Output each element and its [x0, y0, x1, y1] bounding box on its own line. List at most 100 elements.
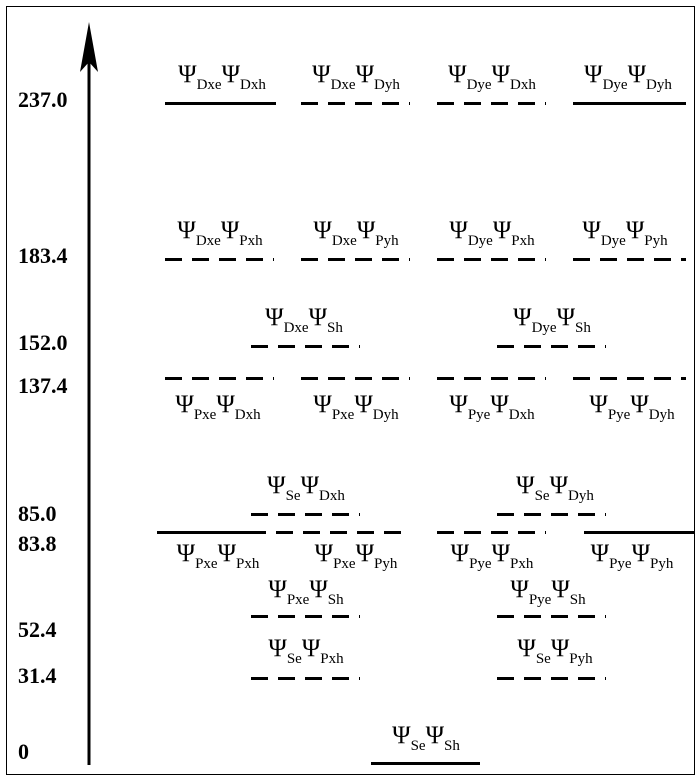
electron-state-subscript: Se [410, 738, 426, 754]
hole-state-subscript: Sh [327, 592, 344, 608]
psi-hole-symbol: Ψ [630, 391, 649, 418]
psi-hole-symbol: Ψ [631, 540, 651, 567]
hole-state-subscript: Dyh [374, 77, 400, 93]
psi-hole-symbol: Ψ [549, 472, 569, 499]
psi-hole-symbol: Ψ [355, 61, 375, 88]
psi-hole-symbol: Ψ [308, 304, 328, 331]
psi-electron-symbol: Ψ [517, 635, 536, 662]
state-label: ΨDyeΨSh [513, 304, 591, 336]
psi-electron-symbol: Ψ [449, 217, 468, 244]
psi-electron-symbol: Ψ [176, 540, 196, 567]
psi-electron-symbol: Ψ [448, 61, 467, 88]
state-label: ΨPxeΨPxh [176, 540, 260, 572]
electron-state-subscript: Pxe [331, 407, 355, 423]
energy-level-line [251, 677, 360, 680]
psi-hole-symbol: Ψ [490, 391, 509, 418]
psi-hole-symbol: Ψ [491, 61, 511, 88]
state-label: ΨDxeΨDxh [178, 62, 266, 93]
psi-electron-symbol: Ψ [590, 540, 610, 567]
energy-level-line [437, 102, 546, 105]
state-label: ΨSeΨDyh [516, 472, 594, 504]
psi-hole-symbol: Ψ [217, 540, 237, 567]
hole-state-subscript: Pxh [239, 233, 263, 249]
energy-tick-0: 237.0 [18, 87, 68, 112]
psi-electron-symbol: Ψ [582, 217, 601, 244]
psi-electron-symbol: Ψ [313, 391, 332, 418]
energy-level-line [497, 513, 606, 516]
psi-hole-symbol: Ψ [627, 61, 647, 88]
psi-electron-symbol: Ψ [314, 540, 334, 567]
energy-level-line [301, 102, 410, 105]
hole-state-subscript: Pyh [569, 651, 593, 667]
electron-state-subscript: Pye [469, 556, 492, 572]
state-label: ΨPxeΨPyh [314, 540, 398, 572]
energy-level-line [251, 345, 360, 348]
state-label: ΨPyeΨPxh [451, 540, 534, 572]
electron-state-subscript: Se [286, 651, 302, 667]
psi-electron-symbol: Ψ [584, 61, 603, 88]
state-label: ΨDxeΨSh [265, 304, 343, 336]
electron-state-subscript: Pye [467, 407, 491, 423]
energy-level-line [301, 258, 410, 261]
psi-electron-symbol: Ψ [267, 472, 286, 499]
electron-state-subscript: Dxe [195, 233, 221, 249]
psi-electron-symbol: Ψ [449, 391, 468, 418]
energy-level-line [437, 258, 546, 261]
hole-state-subscript: Dyh [372, 407, 399, 423]
psi-hole-symbol: Ψ [355, 540, 375, 567]
state-label: ΨSeΨSh [392, 723, 460, 754]
hole-state-subscript: Dxh [510, 77, 536, 93]
energy-level-line [251, 615, 360, 618]
energy-tick-3: 137.4 [18, 373, 68, 398]
psi-hole-symbol: Ψ [309, 576, 328, 603]
energy-tick-2: 152.0 [18, 330, 68, 355]
psi-hole-symbol: Ψ [354, 391, 373, 418]
energy-tick-6: 52.4 [18, 617, 57, 642]
psi-electron-symbol: Ψ [513, 304, 532, 331]
psi-hole-symbol: Ψ [301, 635, 321, 662]
electron-state-subscript: Pxe [333, 556, 356, 572]
state-label: ΨDyeΨPyh [582, 217, 667, 249]
psi-hole-symbol: Ψ [216, 391, 235, 418]
psi-electron-symbol: Ψ [175, 391, 194, 418]
hole-state-subscript: Sh [575, 320, 591, 336]
psi-electron-symbol: Ψ [516, 472, 535, 499]
energy-level-line [371, 762, 480, 765]
energy-level-line [157, 531, 266, 534]
energy-level-line [497, 345, 606, 348]
energy-level-line [301, 377, 410, 380]
psi-electron-symbol: Ψ [268, 576, 287, 603]
state-label: ΨSeΨPxh [268, 635, 343, 667]
energy-level-line [165, 102, 276, 105]
psi-hole-symbol: Ψ [491, 540, 511, 567]
state-label: ΨDyeΨDxh [448, 61, 536, 93]
psi-hole-symbol: Ψ [556, 304, 576, 331]
energy-tick-8: 0 [18, 739, 29, 764]
psi-electron-symbol: Ψ [589, 391, 608, 418]
state-label: ΨDyeΨDyh [584, 61, 672, 93]
electron-state-subscript: Dye [467, 233, 493, 249]
state-label: ΨDxeΨPyh [313, 218, 398, 249]
electron-state-subscript: Dye [600, 233, 626, 249]
hole-state-subscript: Dxh [240, 77, 266, 93]
hole-state-subscript: Pyh [374, 556, 398, 572]
electron-state-subscript: Pxe [286, 592, 310, 608]
electron-state-subscript: Pye [607, 407, 631, 423]
energy-level-line [165, 258, 274, 261]
hole-state-subscript: Dyh [648, 407, 675, 423]
state-label: ΨDxeΨPxh [177, 218, 262, 249]
energy-level-line [437, 377, 546, 380]
electron-state-subscript: Dxe [283, 320, 309, 336]
hole-state-subscript: Pyh [375, 233, 399, 249]
hole-state-subscript: Dxh [234, 407, 261, 423]
diagram-frame [6, 6, 695, 775]
electron-state-subscript: Se [534, 488, 550, 504]
psi-electron-symbol: Ψ [312, 61, 331, 88]
state-label: ΨDyeΨPxh [449, 217, 534, 249]
electron-state-subscript: Pye [528, 592, 552, 608]
energy-level-line [573, 258, 686, 261]
psi-hole-symbol: Ψ [300, 472, 320, 499]
hole-state-subscript: Dxh [319, 488, 345, 504]
hole-state-subscript: Sh [327, 320, 343, 336]
hole-state-subscript: Sh [444, 738, 460, 754]
